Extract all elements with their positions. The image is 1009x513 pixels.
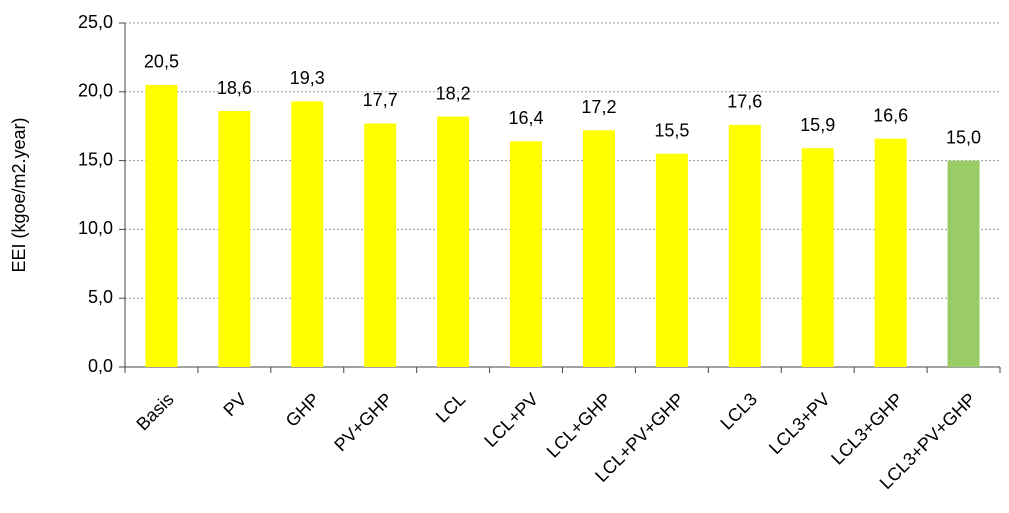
data-label: 19,3: [290, 68, 325, 88]
x-tick-label: LCL3+GHP: [827, 389, 907, 469]
data-label: 15,0: [946, 127, 981, 147]
y-tick-label: 10,0: [78, 218, 113, 238]
bar: [364, 123, 397, 367]
bar: [801, 148, 834, 367]
data-label: 16,4: [509, 108, 544, 128]
bar: [728, 124, 761, 367]
data-label: 20,5: [144, 52, 179, 72]
x-tick-label: PV: [219, 389, 250, 420]
bar: [874, 138, 907, 367]
x-tick-label: GHP: [282, 389, 324, 431]
bar: [947, 160, 980, 367]
data-label: 18,2: [436, 83, 471, 103]
data-label: 17,2: [581, 97, 616, 117]
bar: [145, 84, 178, 368]
y-tick-label: 15,0: [78, 149, 113, 169]
x-tick-label: LCL: [432, 389, 469, 426]
x-tick-label: LCL+GHP: [543, 389, 616, 462]
y-tick-label: 5,0: [88, 287, 113, 307]
data-label: 15,5: [654, 120, 689, 140]
y-tick-label: 25,0: [78, 12, 113, 32]
x-tick-label: Basis: [132, 389, 177, 434]
data-label: 17,6: [727, 92, 762, 112]
x-tick-label: LCL+PV: [480, 389, 542, 451]
bar: [218, 111, 251, 368]
x-tick-label: PV+GHP: [330, 389, 396, 455]
bar: [510, 141, 543, 367]
data-label: 15,9: [800, 115, 835, 135]
data-label: 16,6: [873, 105, 908, 125]
bar: [655, 153, 688, 367]
y-axis-label: EEI (kgoe/m2.year): [9, 117, 29, 272]
bar: [582, 130, 615, 367]
x-tick-label: LCL3: [716, 389, 761, 434]
bar: [437, 116, 470, 368]
x-tick-label: LCL3+PV: [765, 389, 834, 458]
data-label: 18,6: [217, 78, 252, 98]
y-tick-label: 0,0: [88, 356, 113, 376]
y-tick-label: 20,0: [78, 81, 113, 101]
bar: [291, 101, 324, 367]
data-label: 17,7: [363, 90, 398, 110]
